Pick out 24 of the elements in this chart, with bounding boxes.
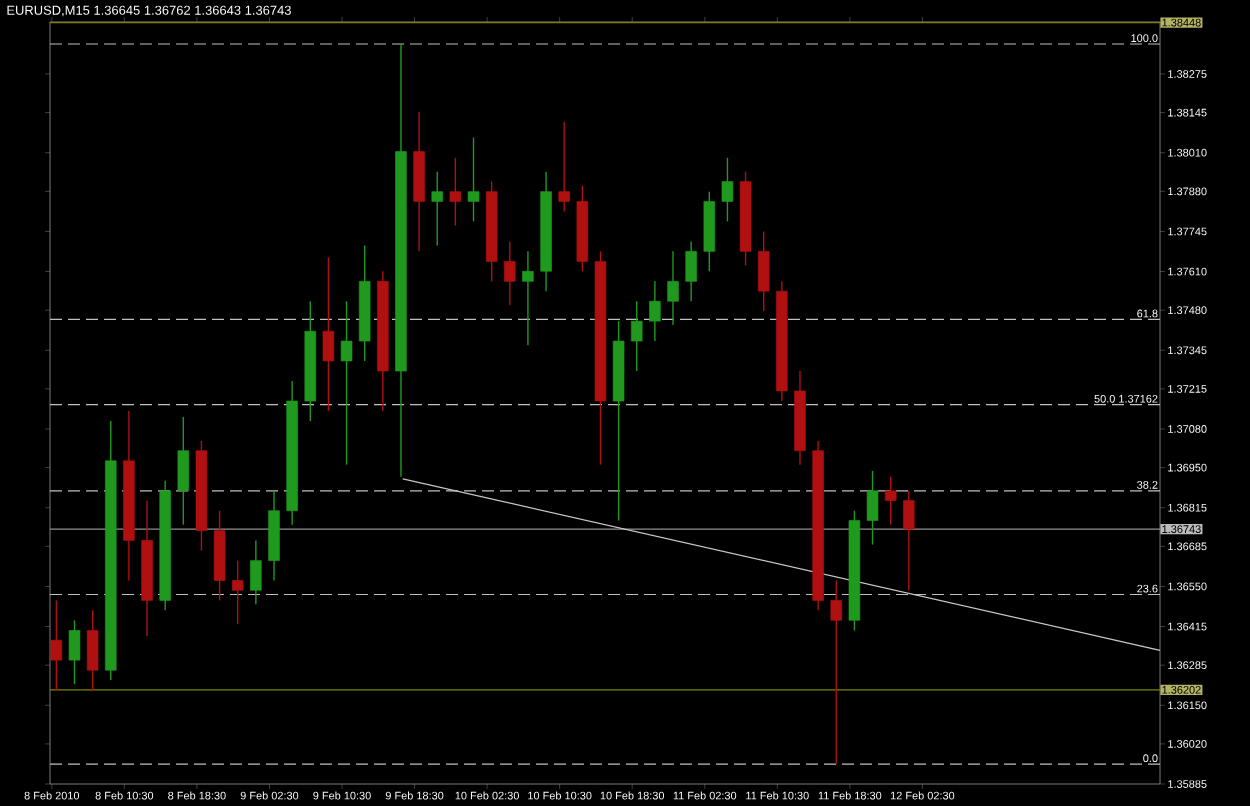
candlestick (322, 256, 335, 412)
candlestick (866, 470, 879, 546)
candlestick (649, 280, 661, 342)
candlestick (504, 240, 516, 306)
candlestick (250, 539, 262, 605)
candlestick (522, 250, 534, 346)
candlestick (177, 416, 190, 526)
candlestick (757, 230, 770, 312)
candlestick (631, 300, 643, 372)
candlestick (431, 171, 443, 247)
candlestick (231, 559, 244, 625)
candlestick (667, 250, 679, 326)
candlestick (68, 619, 81, 685)
candlestick (721, 157, 734, 223)
candlestick (50, 599, 63, 691)
candlestick (449, 157, 462, 227)
candlestick (685, 240, 697, 302)
candlestick (884, 476, 897, 526)
candlestick (340, 300, 353, 466)
candlestick (467, 136, 480, 223)
candlestick (558, 121, 570, 213)
candlestick (830, 579, 842, 765)
candlestick (903, 490, 915, 592)
candlestick (86, 609, 99, 691)
